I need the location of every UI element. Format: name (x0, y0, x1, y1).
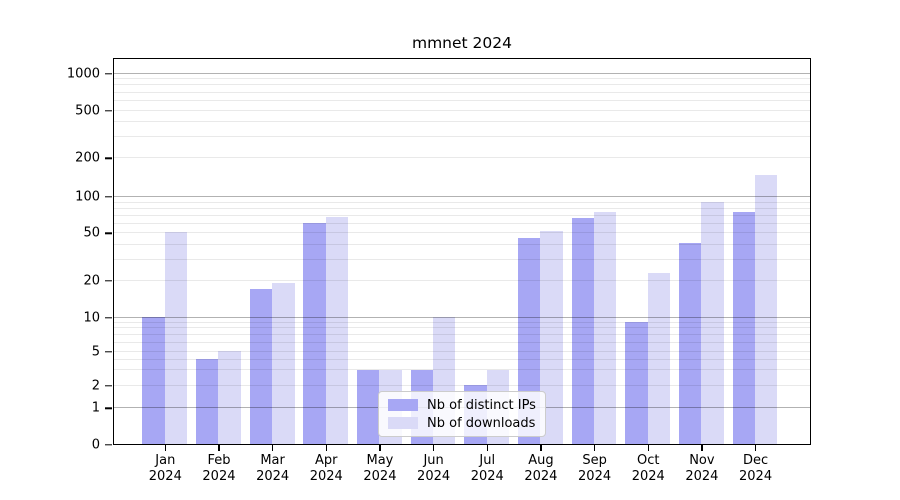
y-tick-mark-20 (104, 280, 112, 282)
x-tick-label-oct: Oct 2024 (631, 453, 665, 484)
bar-jan-nb-of-distinct-ips (142, 317, 165, 444)
y-tick-label-0: 0 (91, 437, 100, 452)
legend-swatch-distinct-ips (388, 399, 418, 411)
y-tick-mark-10 (104, 316, 112, 319)
gridline-minor-200 (114, 157, 810, 159)
x-tick-mark-dec (754, 445, 757, 451)
x-tick-label-nov: Nov 2024 (685, 453, 719, 484)
x-tick-mark-oct (647, 445, 649, 451)
gridline-major-1000 (114, 72, 810, 74)
gridline-minor-800 (114, 84, 810, 86)
bar-nov-nb-of-distinct-ips (679, 243, 702, 444)
legend-swatch-downloads (388, 417, 418, 429)
bar-apr-nb-of-distinct-ips (303, 223, 326, 444)
x-tick-mark-jan (164, 445, 166, 451)
x-tick-label-aug: Aug 2024 (524, 453, 558, 484)
plot-area (113, 58, 811, 445)
y-tick-label-1: 1 (91, 400, 100, 416)
bar-sep-nb-of-distinct-ips (571, 218, 595, 444)
bar-mar-nb-of-distinct-ips (249, 289, 273, 444)
bar-aug-nb-of-downloads (540, 230, 563, 444)
y-tick-mark-0 (104, 443, 112, 446)
y-tick-label-10: 10 (83, 310, 100, 325)
bar-feb-nb-of-distinct-ips (196, 359, 219, 444)
legend-item-distinct-ips: Nb of distinct IPs (388, 397, 537, 413)
bar-feb-nb-of-downloads (218, 351, 241, 444)
legend: Nb of distinct IPs Nb of downloads (378, 391, 546, 437)
y-tick-mark-2 (104, 384, 112, 387)
x-tick-label-apr: Apr 2024 (309, 453, 343, 484)
bar-oct-nb-of-downloads (647, 273, 671, 444)
y-tick-mark-5 (104, 350, 112, 353)
bar-dec-nb-of-distinct-ips (732, 211, 756, 444)
y-tick-label-5: 5 (91, 344, 100, 359)
bar-jan-nb-of-downloads (164, 231, 188, 444)
y-tick-label-1000: 1000 (66, 66, 100, 81)
gridline-major-100 (114, 196, 810, 197)
bar-sep-nb-of-downloads (594, 211, 617, 444)
y-tick-label-2: 2 (91, 378, 100, 393)
gridline-minor-300 (114, 136, 810, 138)
y-tick-mark-50 (104, 232, 112, 234)
y-tick-label-200: 200 (75, 150, 100, 166)
x-tick-mark-feb (218, 445, 220, 451)
gridline-minor-600 (114, 99, 810, 101)
bar-nov-nb-of-downloads (701, 202, 724, 444)
y-tick-mark-200 (104, 157, 112, 159)
y-tick-mark-1 (104, 407, 112, 409)
bar-may-nb-of-distinct-ips (357, 369, 380, 444)
gridline-minor-700 (114, 91, 810, 93)
bar-mar-nb-of-downloads (272, 283, 295, 444)
legend-label-downloads: Nb of downloads (427, 415, 536, 431)
gridline-minor-900 (114, 78, 810, 80)
y-tick-mark-100 (104, 196, 112, 198)
x-tick-label-jan: Jan 2024 (148, 453, 182, 484)
gridline-minor-400 (114, 121, 810, 123)
x-tick-label-feb: Feb 2024 (202, 453, 236, 484)
x-tick-mark-jun (432, 445, 435, 451)
bar-dec-nb-of-downloads (755, 174, 778, 444)
x-tick-mark-apr (325, 445, 327, 451)
x-tick-label-mar: Mar 2024 (256, 453, 290, 484)
x-tick-mark-aug (540, 445, 542, 451)
x-tick-mark-may (379, 445, 381, 451)
y-tick-label-100: 100 (75, 189, 100, 205)
x-tick-mark-sep (593, 445, 596, 451)
x-tick-label-dec: Dec 2024 (739, 453, 773, 484)
x-tick-label-jul: Jul 2024 (470, 453, 504, 484)
gridline-minor-500 (114, 109, 810, 111)
legend-label-distinct-ips: Nb of distinct IPs (427, 397, 536, 413)
bar-apr-nb-of-downloads (325, 217, 349, 444)
y-tick-label-500: 500 (75, 103, 100, 119)
y-tick-mark-500 (104, 109, 112, 112)
legend-item-downloads: Nb of downloads (388, 415, 537, 431)
x-tick-mark-jul (486, 445, 488, 451)
chart-title: mmnet 2024 (411, 34, 512, 52)
x-tick-label-sep: Sep 2024 (578, 453, 612, 484)
y-tick-mark-1000 (104, 72, 112, 75)
y-tick-label-20: 20 (83, 273, 100, 289)
bar-oct-nb-of-distinct-ips (625, 322, 648, 444)
y-tick-label-50: 50 (83, 225, 100, 241)
x-tick-mark-mar (271, 445, 274, 451)
x-tick-label-jun: Jun 2024 (417, 453, 451, 484)
x-tick-mark-nov (701, 445, 703, 451)
x-tick-label-may: May 2024 (363, 453, 397, 484)
